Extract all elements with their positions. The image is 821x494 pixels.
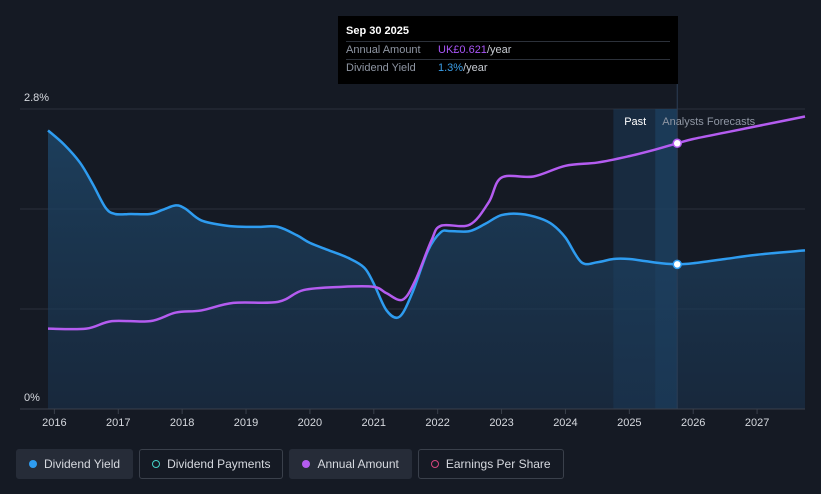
y-tick-label-max: 2.8%: [24, 92, 49, 104]
x-tick-label: 2026: [681, 417, 705, 429]
legend: Dividend Yield Dividend Payments Annual …: [16, 449, 564, 479]
tooltip-value-unit: /year: [486, 44, 512, 56]
dividend-payments-ring-icon: [152, 460, 161, 468]
tooltip-date: Sep 30 2025: [346, 25, 409, 37]
legend-label: Dividend Yield: [44, 457, 121, 471]
x-tick-label: 2025: [617, 417, 641, 429]
forecast-label: Analysts Forecasts: [662, 116, 755, 128]
dividend-yield-line[interactable]: [47, 129, 806, 320]
x-tick-label: 2017: [106, 417, 130, 429]
x-tick-label: 2024: [553, 417, 577, 429]
dividend-yield-area: [48, 130, 805, 409]
x-tick-label: 2018: [170, 417, 194, 429]
past-label: Past: [624, 116, 646, 128]
x-tick-label: 2020: [298, 417, 322, 429]
x-tick-label: 2022: [425, 417, 449, 429]
legend-label: Earnings Per Share: [445, 457, 551, 471]
x-tick-label: 2021: [362, 417, 386, 429]
tooltip: Sep 30 2025 Annual Amount UK£0.621/year …: [338, 16, 678, 84]
dividend-yield-dot-icon: [29, 460, 37, 468]
tooltip-value: UK£0.621/year: [438, 42, 511, 59]
x-tick-label: 2019: [234, 417, 258, 429]
legend-label: Annual Amount: [317, 457, 399, 471]
x-axis-ticks: 2016 2017 2018 2019 2020 2021 2022 2023 2024 2025…: [42, 409, 769, 429]
annual-amount-dot-icon: [302, 460, 311, 468]
tooltip-label: Annual Amount: [346, 44, 421, 56]
annual-amount-line[interactable]: [47, 115, 806, 331]
dividend-yield-marker: [672, 259, 682, 270]
legend-label: Dividend Payments: [167, 457, 271, 471]
x-tick-label: 2027: [745, 417, 769, 429]
legend-dividend-yield[interactable]: Dividend Yield: [16, 449, 134, 479]
tooltip-value-number: 1.3%: [438, 62, 464, 74]
y-tick-label-min: 0%: [24, 392, 40, 404]
legend-earnings-per-share[interactable]: Earnings Per Share: [417, 449, 564, 479]
annual-amount-marker: [672, 138, 682, 149]
tooltip-row-annual-amount: Annual Amount UK£0.621/year: [346, 41, 670, 59]
tooltip-value-number: UK£0.621: [438, 44, 487, 56]
x-tick-label: 2016: [42, 417, 66, 429]
tooltip-value-unit: /year: [463, 62, 488, 74]
x-tick-label: 2023: [489, 417, 513, 429]
legend-annual-amount[interactable]: Annual Amount: [289, 449, 412, 479]
legend-dividend-payments[interactable]: Dividend Payments: [139, 449, 284, 479]
tooltip-value: 1.3%/year: [438, 60, 488, 77]
tooltip-row-dividend-yield: Dividend Yield 1.3%/year: [346, 59, 670, 77]
tooltip-label: Dividend Yield: [346, 62, 416, 74]
earnings-per-share-ring-icon: [430, 460, 439, 468]
